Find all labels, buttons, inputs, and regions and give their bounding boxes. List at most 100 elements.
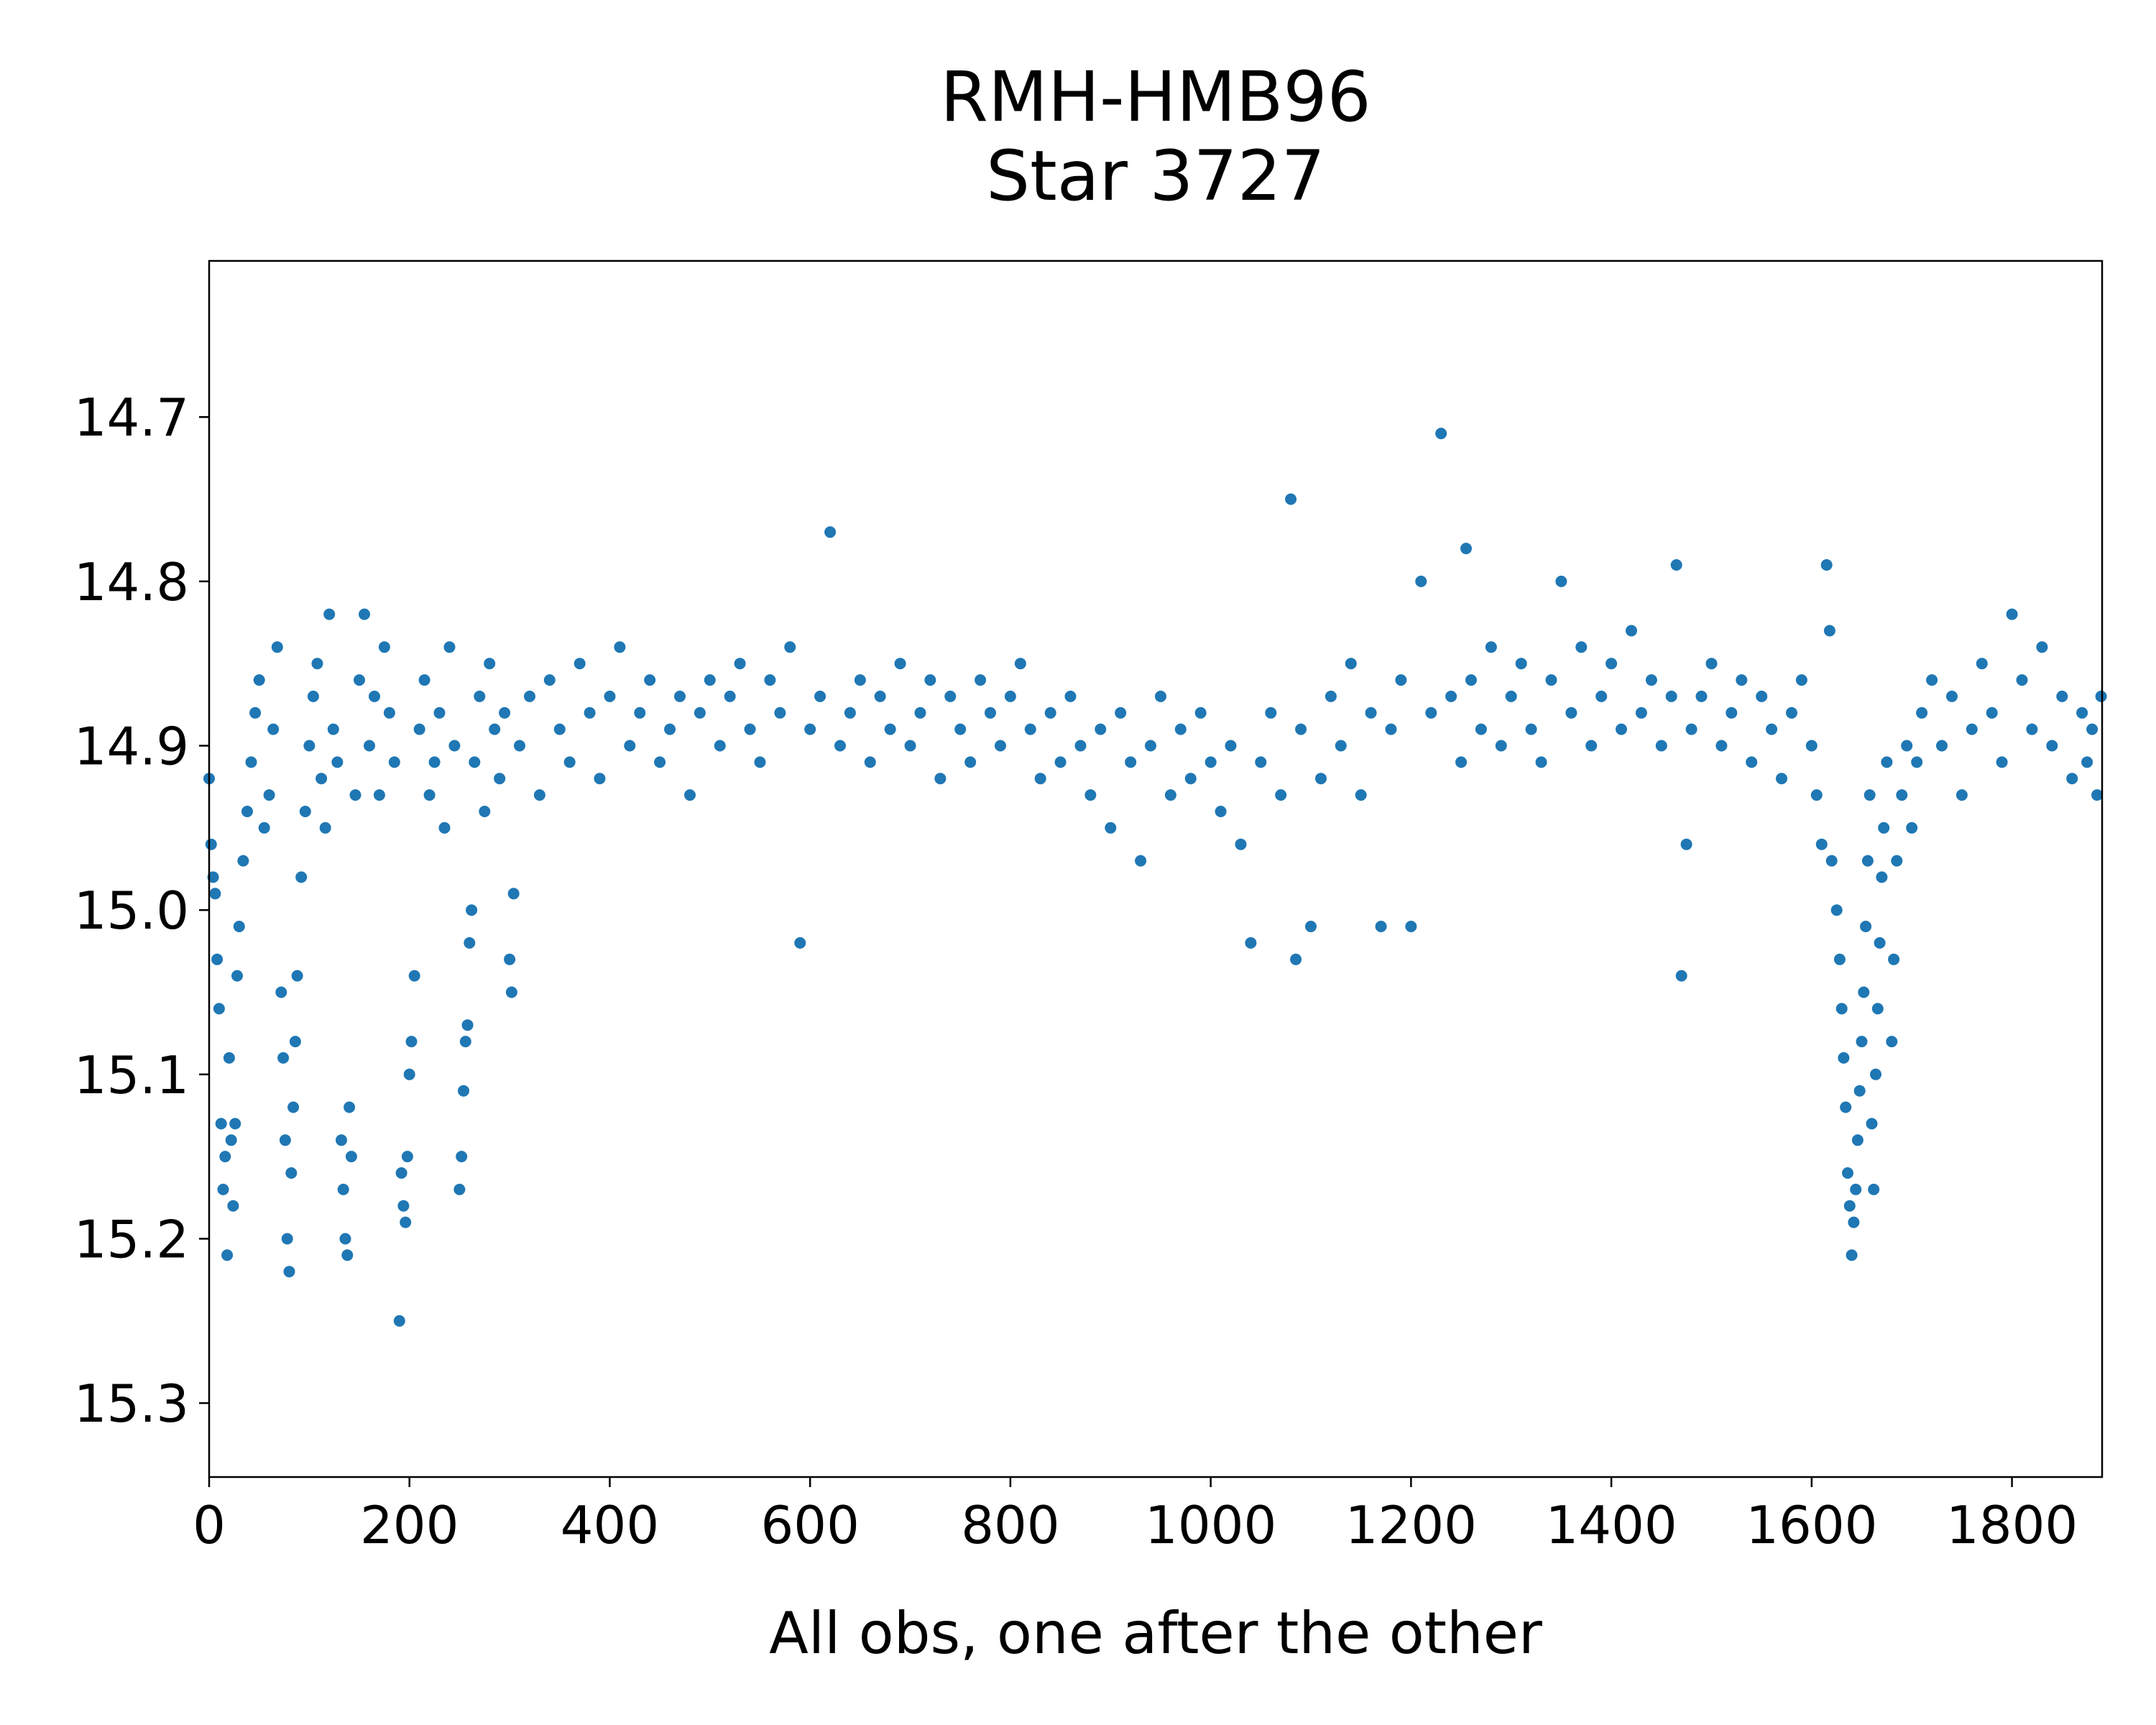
data-point xyxy=(1495,740,1507,752)
data-point xyxy=(339,1233,351,1245)
data-point xyxy=(253,674,265,686)
data-point xyxy=(894,658,906,670)
data-point xyxy=(1825,855,1838,867)
data-point xyxy=(413,723,425,735)
data-point xyxy=(1891,855,1903,867)
data-point xyxy=(479,806,491,817)
data-point xyxy=(279,1134,291,1146)
data-point xyxy=(1135,855,1147,867)
data-point xyxy=(275,986,287,998)
data-point xyxy=(217,1183,229,1195)
data-point xyxy=(1986,707,1998,719)
data-point xyxy=(271,641,283,653)
data-point xyxy=(1115,707,1127,719)
data-point xyxy=(1766,723,1778,735)
data-point xyxy=(995,740,1006,752)
data-point xyxy=(1756,690,1768,702)
data-point xyxy=(524,690,535,702)
data-point xyxy=(213,1003,225,1015)
data-point xyxy=(258,822,270,834)
data-point xyxy=(1024,723,1036,735)
data-point xyxy=(1675,970,1687,982)
data-point xyxy=(364,740,375,752)
data-point xyxy=(1014,658,1026,670)
x-tick-label: 1600 xyxy=(1746,1495,1877,1555)
data-point xyxy=(1815,838,1828,850)
data-point xyxy=(1164,789,1176,801)
data-point xyxy=(2046,740,2058,752)
data-point xyxy=(388,756,400,768)
data-point xyxy=(2016,674,2028,686)
data-point xyxy=(1295,723,1307,735)
data-point xyxy=(327,723,339,735)
data-point xyxy=(291,970,303,982)
data-point xyxy=(734,658,746,670)
data-point xyxy=(1820,559,1833,571)
data-point xyxy=(1795,674,1807,686)
y-tick-label: 15.3 xyxy=(74,1374,189,1434)
data-point xyxy=(369,690,380,702)
x-axis-ticks: 0 200 400 600 800 1000 1200 1400 1600 1800 xyxy=(193,1477,2078,1555)
data-point xyxy=(359,608,370,620)
data-point xyxy=(874,690,886,702)
y-tick-label: 15.1 xyxy=(74,1045,189,1105)
data-point xyxy=(1858,986,1870,998)
data-point xyxy=(834,740,846,752)
data-point xyxy=(229,1118,241,1130)
data-point xyxy=(1265,707,1277,719)
data-point xyxy=(1911,756,1923,768)
data-point xyxy=(1868,1183,1880,1195)
data-point xyxy=(299,806,311,817)
data-point xyxy=(1485,641,1497,653)
data-point xyxy=(285,1167,298,1179)
data-point xyxy=(1034,773,1046,785)
data-point xyxy=(319,822,331,834)
data-point xyxy=(1840,1101,1852,1113)
data-point xyxy=(405,1036,418,1048)
data-point xyxy=(1842,1167,1853,1179)
data-point xyxy=(1665,690,1677,702)
data-point xyxy=(854,674,866,686)
data-point xyxy=(336,1134,347,1146)
data-point xyxy=(1870,1068,1881,1080)
data-point xyxy=(1695,690,1708,702)
data-point xyxy=(287,1101,300,1113)
data-point xyxy=(944,690,957,702)
data-point xyxy=(237,855,249,867)
data-point xyxy=(1655,740,1667,752)
data-point xyxy=(469,756,481,768)
data-point xyxy=(1215,806,1227,817)
data-point xyxy=(1848,1216,1860,1228)
data-point xyxy=(1285,493,1297,505)
chart-title-line-2: Star 3727 xyxy=(986,136,1325,216)
plot-frame xyxy=(208,259,2104,1478)
data-point xyxy=(2086,723,2099,735)
data-point xyxy=(2066,773,2078,785)
data-point xyxy=(1626,625,1637,637)
data-point xyxy=(1843,1200,1856,1212)
data-point xyxy=(1645,674,1657,686)
data-point xyxy=(408,970,420,982)
data-point xyxy=(2095,690,2107,702)
data-point xyxy=(1460,543,1472,555)
data-point xyxy=(1515,658,1527,670)
data-point xyxy=(914,707,926,719)
data-point xyxy=(964,756,977,768)
data-point xyxy=(474,690,486,702)
data-point xyxy=(774,707,786,719)
x-tick-label: 1400 xyxy=(1545,1495,1677,1555)
data-point xyxy=(1856,1036,1868,1048)
data-point xyxy=(1415,575,1427,587)
data-point xyxy=(934,773,946,785)
data-point xyxy=(1864,789,1876,801)
data-point xyxy=(344,1101,356,1113)
data-point xyxy=(507,888,520,900)
data-point xyxy=(724,690,736,702)
chart-title-line-1: RMH-HMB96 xyxy=(940,57,1370,137)
y-tick-label: 14.9 xyxy=(74,717,189,777)
data-point xyxy=(1054,756,1067,768)
data-point xyxy=(1004,690,1016,702)
data-point xyxy=(505,986,517,998)
x-tick-label: 800 xyxy=(961,1495,1059,1555)
